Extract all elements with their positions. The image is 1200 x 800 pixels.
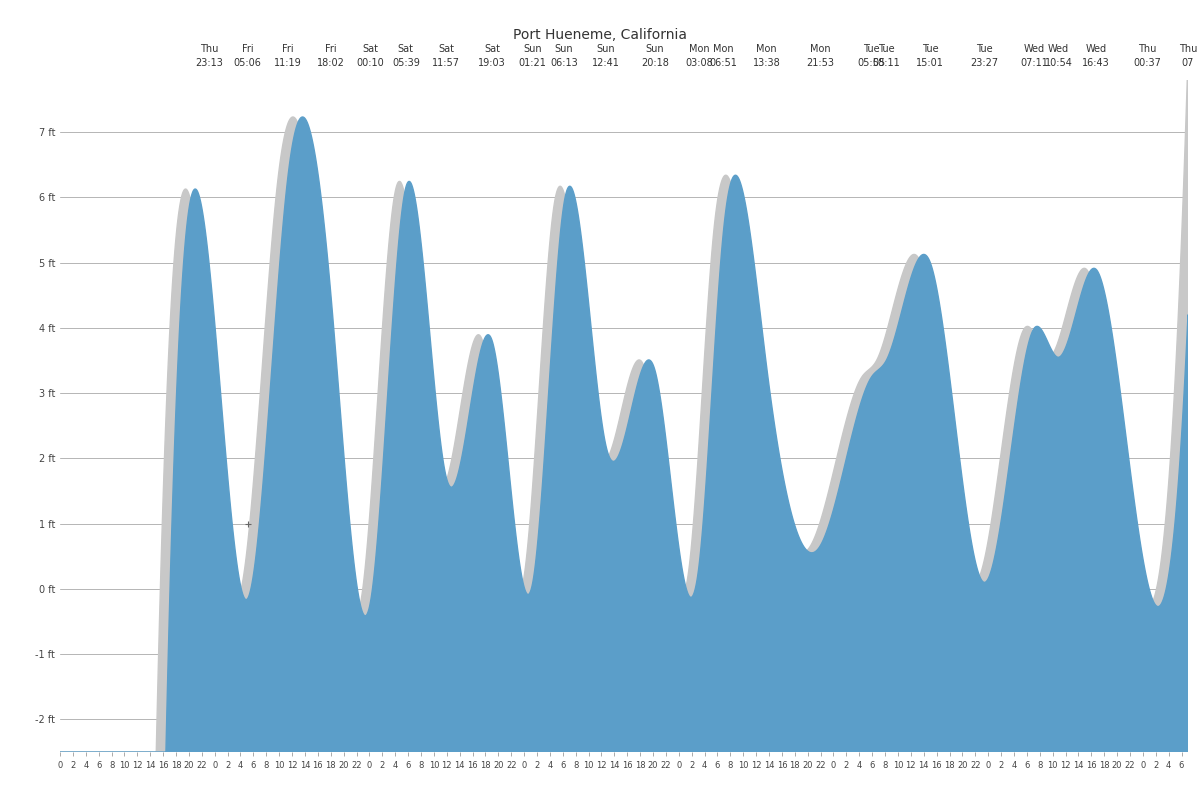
Text: 05:06: 05:06 bbox=[234, 58, 262, 67]
Text: Wed: Wed bbox=[1024, 44, 1045, 54]
Text: Thu: Thu bbox=[200, 44, 218, 54]
Text: 00:10: 00:10 bbox=[356, 58, 384, 67]
Text: Wed: Wed bbox=[1085, 44, 1106, 54]
Text: Port Hueneme, California: Port Hueneme, California bbox=[514, 28, 686, 42]
Text: Mon: Mon bbox=[756, 44, 776, 54]
Text: 07: 07 bbox=[1182, 58, 1194, 67]
Text: Tue: Tue bbox=[977, 44, 992, 54]
Text: Fri: Fri bbox=[282, 44, 294, 54]
Text: Tue: Tue bbox=[922, 44, 938, 54]
Text: 05:55: 05:55 bbox=[858, 58, 886, 67]
Text: Tue: Tue bbox=[878, 44, 894, 54]
Text: Sat: Sat bbox=[484, 44, 500, 54]
Text: Sun: Sun bbox=[554, 44, 574, 54]
Text: 15:01: 15:01 bbox=[917, 58, 944, 67]
Text: 01:21: 01:21 bbox=[518, 58, 547, 67]
Text: Sun: Sun bbox=[646, 44, 665, 54]
Text: 20:18: 20:18 bbox=[641, 58, 668, 67]
Text: 18:02: 18:02 bbox=[317, 58, 344, 67]
Text: 08:11: 08:11 bbox=[872, 58, 900, 67]
Text: Sat: Sat bbox=[398, 44, 414, 54]
Text: Thu: Thu bbox=[1138, 44, 1156, 54]
Text: 23:27: 23:27 bbox=[971, 58, 998, 67]
Text: Wed: Wed bbox=[1048, 44, 1069, 54]
Text: 12:41: 12:41 bbox=[592, 58, 619, 67]
Text: Sun: Sun bbox=[596, 44, 616, 54]
Text: Thu: Thu bbox=[1178, 44, 1198, 54]
Text: Tue: Tue bbox=[863, 44, 880, 54]
Text: Sun: Sun bbox=[523, 44, 542, 54]
Text: 19:03: 19:03 bbox=[479, 58, 506, 67]
Text: 07:11: 07:11 bbox=[1020, 58, 1049, 67]
Text: Fri: Fri bbox=[241, 44, 253, 54]
Text: 03:08: 03:08 bbox=[685, 58, 713, 67]
Text: 06:51: 06:51 bbox=[709, 58, 737, 67]
Text: 10:54: 10:54 bbox=[1044, 58, 1073, 67]
Text: 06:13: 06:13 bbox=[551, 58, 578, 67]
Text: Mon: Mon bbox=[689, 44, 709, 54]
Text: Sat: Sat bbox=[362, 44, 378, 54]
Text: 11:19: 11:19 bbox=[274, 58, 301, 67]
Text: 05:39: 05:39 bbox=[392, 58, 420, 67]
Text: 21:53: 21:53 bbox=[806, 58, 834, 67]
Text: Fri: Fri bbox=[325, 44, 337, 54]
Text: Mon: Mon bbox=[810, 44, 830, 54]
Text: 16:43: 16:43 bbox=[1082, 58, 1110, 67]
Text: 23:13: 23:13 bbox=[196, 58, 223, 67]
Text: 11:57: 11:57 bbox=[432, 58, 461, 67]
Text: Mon: Mon bbox=[713, 44, 733, 54]
Text: 00:37: 00:37 bbox=[1133, 58, 1160, 67]
Text: Sat: Sat bbox=[438, 44, 455, 54]
Text: 13:38: 13:38 bbox=[752, 58, 780, 67]
